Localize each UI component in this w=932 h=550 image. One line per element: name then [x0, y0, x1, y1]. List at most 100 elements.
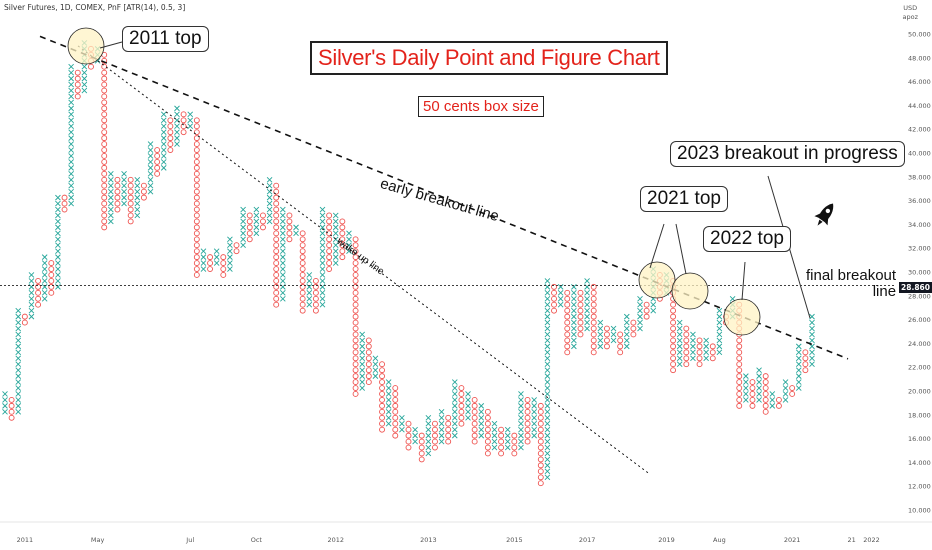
o-box [180, 123, 187, 130]
o-box [273, 266, 280, 272]
o-box [48, 283, 55, 290]
x-box [795, 367, 802, 373]
x-box [174, 123, 180, 130]
x-box [253, 224, 260, 231]
o-box [8, 402, 15, 409]
early-breakout-line [39, 35, 849, 360]
x-box [240, 242, 246, 249]
o-box [484, 420, 491, 427]
x-box [385, 409, 392, 415]
x-box [68, 129, 74, 135]
o-column [101, 51, 108, 231]
x-box [544, 414, 551, 421]
o-box [736, 385, 743, 391]
o-box [193, 147, 200, 153]
o-column [789, 385, 796, 397]
x-box [55, 194, 61, 201]
x-box [121, 200, 127, 207]
x-box [544, 426, 551, 433]
o-box [193, 158, 200, 165]
o-column [458, 385, 465, 427]
x-box [743, 391, 749, 397]
o-box [683, 343, 690, 350]
x-box [597, 319, 604, 326]
callout-pointer-2011 [99, 41, 123, 49]
o-box [736, 355, 743, 362]
x-box [68, 123, 74, 130]
o-box [498, 444, 505, 451]
x-box [703, 349, 709, 356]
o-column [696, 337, 703, 368]
o-box [48, 260, 55, 267]
x-box [55, 224, 61, 231]
x-column [557, 284, 564, 308]
callout-2023-breakout: 2023 breakout in progress [670, 141, 905, 167]
o-column [35, 277, 42, 308]
o-column [8, 396, 15, 421]
x-box [319, 224, 326, 231]
o-box [193, 182, 200, 189]
o-box [312, 295, 319, 302]
o-box [379, 367, 385, 374]
x-box [240, 218, 246, 225]
x-box [518, 432, 524, 439]
x-box [319, 254, 326, 260]
x-box [280, 206, 286, 213]
o-box [273, 242, 280, 249]
x-box [187, 117, 194, 124]
x-box [518, 403, 524, 409]
x-box [15, 391, 22, 397]
x-column [610, 325, 617, 344]
x-column [399, 414, 405, 433]
x-box [332, 230, 339, 237]
x-box [2, 391, 8, 397]
o-box [352, 379, 359, 386]
x-box [332, 254, 339, 260]
highlight-circles [67, 27, 811, 336]
o-box [273, 272, 280, 278]
o-column [683, 325, 690, 368]
x-box [756, 385, 762, 391]
x-box [451, 420, 458, 427]
o-box [207, 254, 214, 261]
x-box [650, 307, 657, 314]
x-box [68, 105, 74, 112]
x-box [68, 176, 74, 183]
o-box [709, 343, 716, 350]
o-box [127, 182, 134, 189]
o-box [365, 337, 372, 344]
x-tick-label: 2012 [327, 536, 344, 544]
x-box [55, 236, 61, 243]
x-box [623, 331, 630, 338]
o-box [193, 266, 200, 272]
x-box [676, 319, 683, 326]
x-column [240, 206, 246, 249]
x-box [147, 165, 154, 171]
o-box [299, 242, 306, 249]
y-tick-label: 34.000 [908, 221, 931, 229]
o-box [458, 396, 465, 403]
o-box [392, 426, 399, 433]
o-box [167, 147, 174, 153]
x-box [359, 349, 366, 356]
callout-2022-top: 2022 top [703, 226, 791, 252]
x-tick-label: 2019 [658, 536, 675, 544]
x-box [108, 206, 114, 213]
x-box [531, 403, 537, 409]
o-box [537, 420, 544, 427]
o-box [551, 295, 557, 302]
o-box [127, 176, 134, 183]
o-box [167, 129, 174, 136]
x-box [544, 361, 551, 368]
x-box [412, 432, 418, 439]
o-box [392, 396, 399, 403]
o-box [365, 373, 372, 380]
x-tick-label: Aug [713, 536, 726, 544]
o-box [749, 396, 756, 403]
x-box [716, 331, 723, 338]
y-tick-label: 20.000 [908, 388, 931, 396]
o-column [233, 242, 240, 255]
x-box [690, 331, 696, 338]
o-box [154, 164, 161, 171]
o-column [775, 396, 782, 409]
